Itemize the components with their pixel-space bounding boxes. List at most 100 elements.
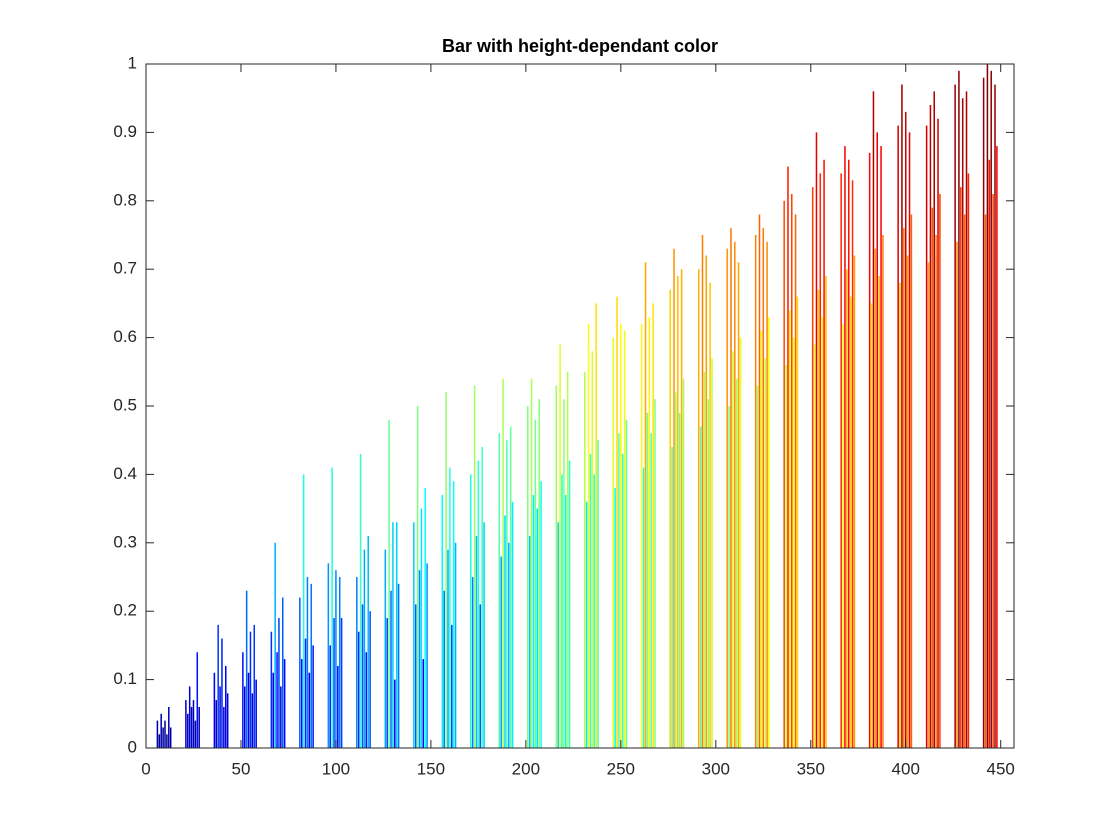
bar: [764, 358, 766, 748]
bar: [783, 200, 785, 749]
bar: [735, 378, 738, 748]
bar: [471, 577, 474, 748]
bar: [483, 522, 485, 748]
bar: [589, 453, 592, 748]
bar: [791, 193, 793, 748]
bar: [563, 399, 565, 748]
bar: [242, 652, 244, 748]
bar: [787, 166, 789, 749]
bar: [792, 337, 795, 748]
bar: [876, 132, 879, 748]
bar: [994, 84, 996, 748]
y-tick-label: 0.2: [113, 601, 137, 620]
bar: [703, 371, 706, 748]
bar: [249, 631, 252, 748]
bar: [213, 672, 216, 748]
bar: [475, 535, 478, 748]
bar: [502, 378, 504, 748]
bar: [754, 235, 757, 748]
bar: [527, 406, 529, 748]
bar: [652, 303, 654, 748]
bar: [506, 440, 508, 748]
y-tick-label: 1: [128, 53, 137, 72]
x-tick-label: 100: [322, 759, 350, 778]
bar: [188, 686, 191, 748]
bar: [709, 282, 711, 748]
bar: [219, 686, 221, 748]
bar: [960, 187, 962, 748]
bar: [870, 303, 873, 748]
x-tick-label: 0: [141, 759, 150, 778]
bar: [511, 501, 514, 748]
bar: [682, 378, 685, 748]
bar: [937, 118, 939, 749]
bar: [699, 426, 702, 748]
bar: [304, 638, 307, 748]
bar: [621, 453, 624, 748]
bar: [509, 426, 512, 748]
bar: [168, 706, 170, 748]
bar: [882, 235, 884, 748]
bar: [559, 344, 561, 748]
bar: [278, 618, 280, 748]
bar: [925, 125, 928, 748]
bar: [954, 84, 956, 748]
bar: [331, 467, 333, 748]
bar: [990, 70, 992, 749]
bar: [931, 207, 934, 748]
bar: [445, 392, 447, 748]
bar: [498, 433, 501, 748]
bar: [357, 631, 360, 748]
bar: [933, 91, 935, 749]
bar: [508, 542, 510, 748]
bar: [528, 535, 531, 748]
bar: [538, 399, 540, 748]
bar: [956, 241, 958, 748]
bar: [813, 344, 816, 748]
bar: [849, 296, 852, 748]
bar: [414, 604, 417, 748]
bar: [587, 323, 590, 748]
bar: [308, 672, 311, 748]
x-tick-label: 300: [702, 759, 730, 778]
bar: [811, 187, 814, 748]
bar: [642, 467, 645, 748]
bar: [359, 453, 362, 748]
bar: [992, 193, 994, 748]
bar: [470, 474, 472, 748]
bar: [593, 474, 596, 748]
bar: [815, 132, 818, 748]
bar: [327, 563, 330, 748]
bar: [338, 577, 341, 748]
bar: [872, 91, 875, 749]
bar: [819, 173, 822, 748]
bar: [169, 727, 172, 748]
bar: [965, 91, 968, 749]
bar: [794, 214, 797, 749]
bar: [449, 467, 451, 748]
bar: [306, 577, 309, 748]
bar: [534, 419, 537, 748]
bar: [935, 235, 937, 748]
bar: [644, 262, 647, 748]
bar: [416, 406, 419, 748]
bar: [226, 693, 229, 748]
y-tick-label: 0: [128, 737, 137, 756]
x-tick-label: 350: [797, 759, 825, 778]
bar: [707, 399, 709, 748]
y-tick-label: 0.5: [113, 395, 137, 414]
bar: [874, 248, 877, 748]
bar: [669, 289, 671, 748]
bar: [620, 323, 622, 748]
bar: [705, 255, 708, 748]
bar: [846, 269, 848, 748]
bar: [939, 193, 941, 748]
bar: [597, 440, 599, 748]
bar: [329, 645, 331, 748]
bar: [734, 241, 736, 748]
bar: [760, 330, 763, 748]
bar: [244, 686, 246, 748]
bar: [680, 269, 683, 748]
bar: [908, 132, 911, 748]
bar: [650, 433, 652, 748]
